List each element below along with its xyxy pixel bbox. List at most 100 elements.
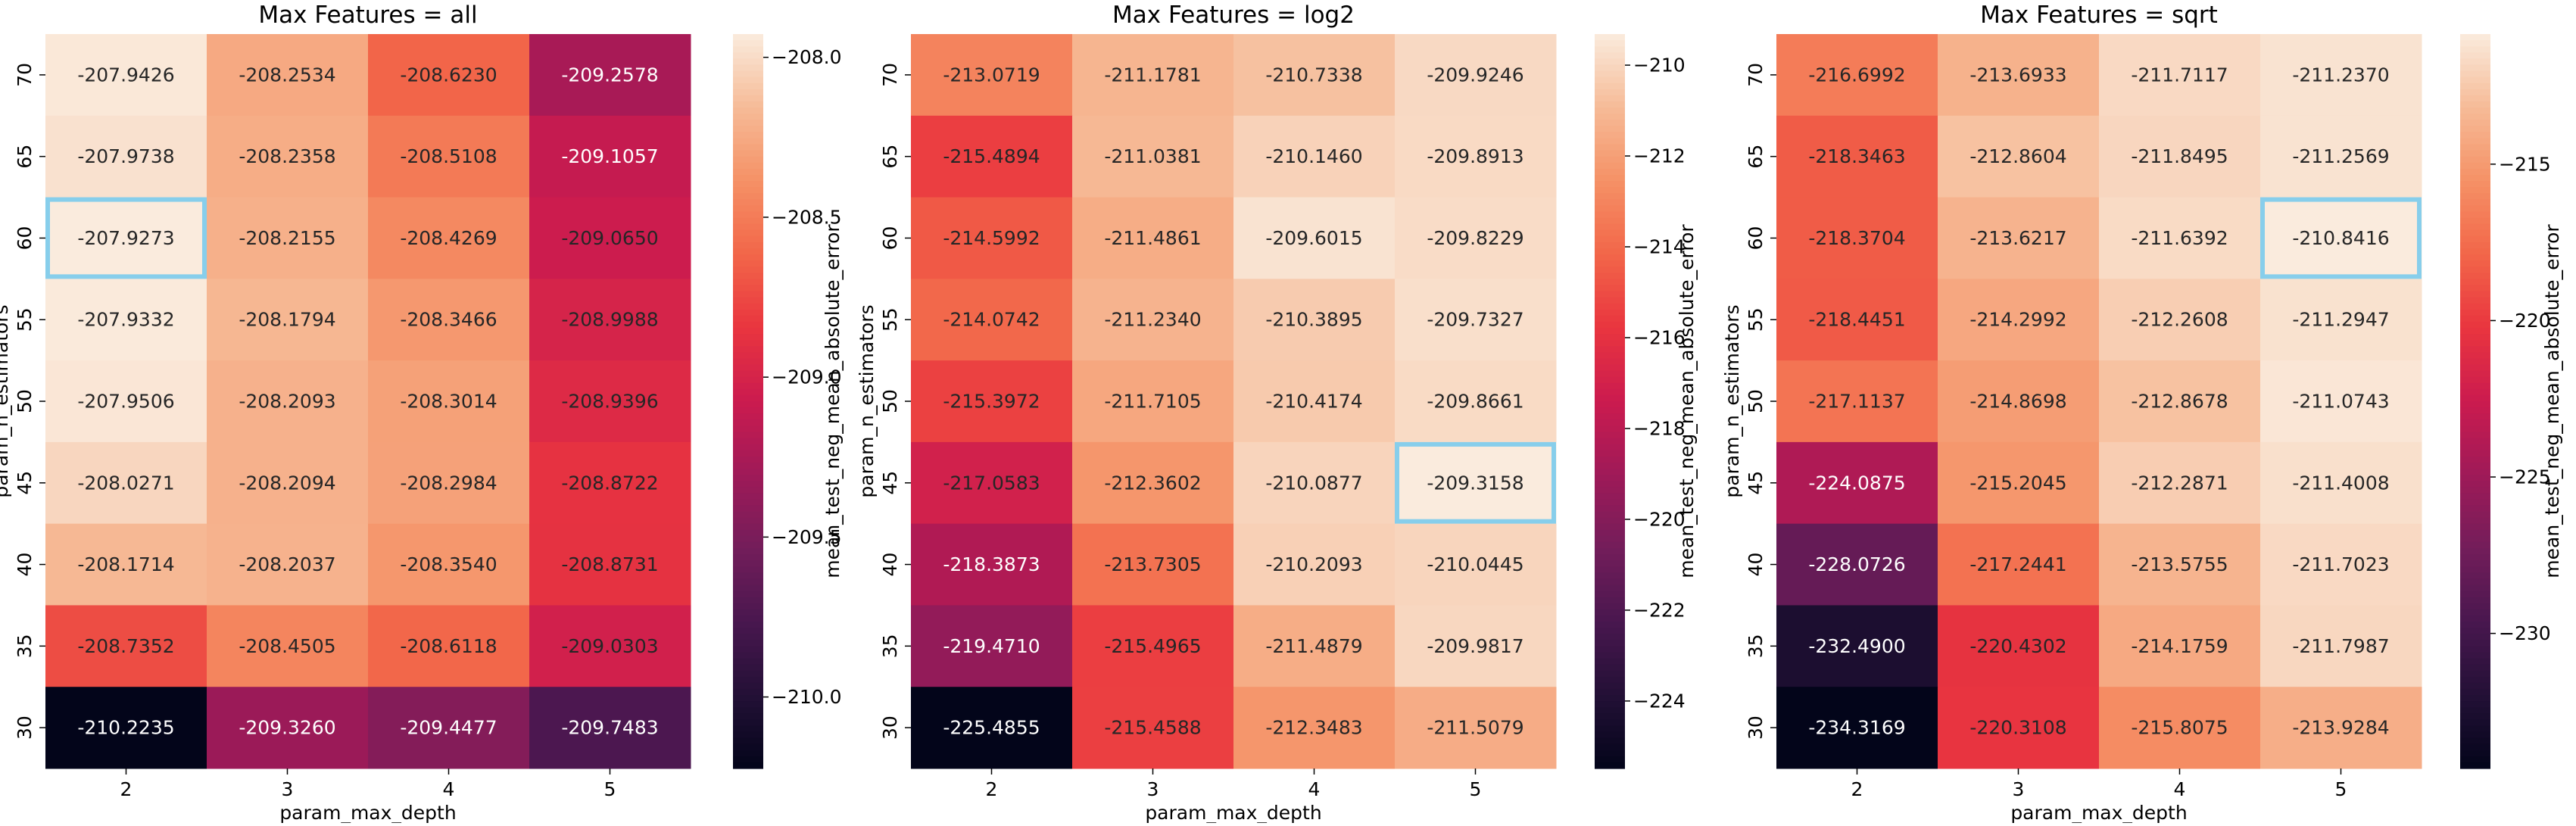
x-tick-label: 5 — [604, 778, 616, 800]
cell-value-label: -208.8731 — [561, 553, 658, 575]
colorbar-strip — [2460, 725, 2490, 733]
colorbar-strip — [2460, 481, 2490, 488]
heatmap-cell — [207, 34, 369, 117]
colorbar-strip — [1595, 548, 1625, 555]
colorbar-strip — [1595, 707, 1625, 714]
heatmap-cell — [207, 115, 369, 198]
cell-value-label: -209.8661 — [1427, 391, 1523, 413]
y-tick-label: 60 — [14, 226, 36, 251]
heatmap-cell — [1233, 279, 1396, 361]
heatmap-cell — [1938, 197, 2100, 279]
cell-value-label: -214.8698 — [1969, 391, 2066, 413]
heatmap-cell — [368, 523, 530, 606]
cell-value-label: -211.7117 — [2131, 64, 2228, 86]
colorbar-strip — [1595, 634, 1625, 641]
cell-value-label: -211.7023 — [2292, 553, 2389, 575]
cell-value-label: -209.7483 — [561, 717, 658, 739]
heatmap-panel-2: -216.6992 -213.6933 -211.7117 -211.2370 -218… — [1721, 2, 2563, 824]
colorbar-strip — [1595, 285, 1625, 292]
colorbar-strip — [733, 554, 763, 561]
colorbar-strip — [733, 640, 763, 647]
y-tick-label: 30 — [879, 715, 901, 740]
chart-title: Max Features = log2 — [1112, 2, 1355, 29]
heatmap-cell — [207, 441, 369, 525]
cell-value-label: -220.4302 — [1969, 635, 2066, 657]
colorbar-strip — [733, 462, 763, 469]
best-cell-highlight — [45, 197, 207, 279]
colorbar-strip — [1595, 205, 1625, 213]
colorbar-strip — [2460, 419, 2490, 426]
cell-value-label: -210.7338 — [1265, 64, 1362, 86]
cell-value-label: -225.4855 — [943, 717, 1040, 739]
colorbar-tick-label: −210 — [1633, 55, 1686, 76]
cell-value-label: -210.4174 — [1265, 391, 1362, 413]
colorbar-strip — [1595, 511, 1625, 519]
colorbar-strip — [1595, 517, 1625, 525]
colorbar-strip — [1595, 132, 1625, 139]
colorbar-strip — [2460, 156, 2490, 164]
heatmap-cell — [529, 34, 691, 117]
colorbar-strip — [2460, 242, 2490, 249]
colorbar-strip — [733, 682, 763, 690]
colorbar-strip — [733, 120, 763, 126]
heatmap-cell — [2260, 115, 2422, 198]
colorbar-strip — [2460, 432, 2490, 439]
colorbar-strip — [1595, 401, 1625, 408]
heatmap-cell — [2260, 279, 2422, 361]
colorbar-strip — [1595, 315, 1625, 323]
colorbar-strip — [733, 162, 763, 170]
heatmap-cell — [2260, 34, 2422, 117]
heatmap-cell — [911, 605, 1073, 687]
heatmap-cell — [1233, 197, 1396, 279]
colorbar-strip — [1595, 743, 1625, 751]
colorbar-strip — [1595, 291, 1625, 298]
colorbar-strip — [2460, 511, 2490, 519]
x-tick-label: 2 — [986, 778, 998, 800]
colorbar-tick-label: −215 — [2499, 153, 2551, 175]
colorbar-strip — [1595, 566, 1625, 573]
x-tick-label: 4 — [443, 778, 455, 800]
cell-value-label: -208.3540 — [400, 553, 497, 575]
cell-value-label: -208.2358 — [239, 145, 335, 167]
cell-value-label: -207.9506 — [77, 391, 174, 413]
colorbar-strip — [733, 187, 763, 194]
colorbar-strip — [733, 597, 763, 604]
heatmap-cell — [368, 441, 530, 525]
colorbar-strip — [1595, 34, 1625, 41]
colorbar-strip — [733, 548, 763, 555]
cell-value-label: -208.2155 — [239, 227, 335, 249]
colorbar-strip — [2460, 120, 2490, 126]
x-tick-label: 3 — [1147, 778, 1159, 800]
colorbar-strip — [2460, 83, 2490, 90]
colorbar-strip — [2460, 713, 2490, 720]
colorbar-label: mean_test_neg_mean_absolute_error — [2541, 224, 2563, 578]
colorbar-strip — [733, 499, 763, 507]
colorbar-strip — [2460, 346, 2490, 353]
colorbar-strip — [2460, 297, 2490, 304]
colorbar-strip — [733, 413, 763, 420]
colorbar-strip — [2460, 743, 2490, 751]
colorbar-strip — [2460, 382, 2490, 390]
colorbar-strip — [1595, 676, 1625, 684]
heatmap-panel-1: -213.0719 -211.1781 -210.7338 -209.9246 -215… — [856, 2, 1698, 824]
colorbar-strip — [733, 267, 763, 273]
colorbar-strip — [1595, 597, 1625, 604]
colorbar-strip — [1595, 101, 1625, 108]
x-tick-label: 2 — [120, 778, 133, 800]
y-tick-label: 50 — [1745, 389, 1767, 413]
colorbar-strip — [2460, 328, 2490, 335]
colorbar-strip — [733, 676, 763, 684]
colorbar-strip — [2460, 560, 2490, 567]
colorbar-strip — [1595, 114, 1625, 120]
colorbar-strip — [1595, 217, 1625, 225]
colorbar-strip — [733, 34, 763, 41]
cell-value-label: -215.4588 — [1104, 717, 1201, 739]
heatmap-cell — [207, 360, 369, 443]
colorbar-strip — [1595, 340, 1625, 347]
colorbar-strip — [2460, 505, 2490, 513]
colorbar-tick-label: −209.0 — [772, 366, 842, 388]
heatmap-cell — [207, 523, 369, 606]
colorbar-strip — [733, 297, 763, 304]
y-tick-label: 55 — [14, 307, 36, 332]
cell-value-label: -209.3260 — [239, 717, 335, 739]
